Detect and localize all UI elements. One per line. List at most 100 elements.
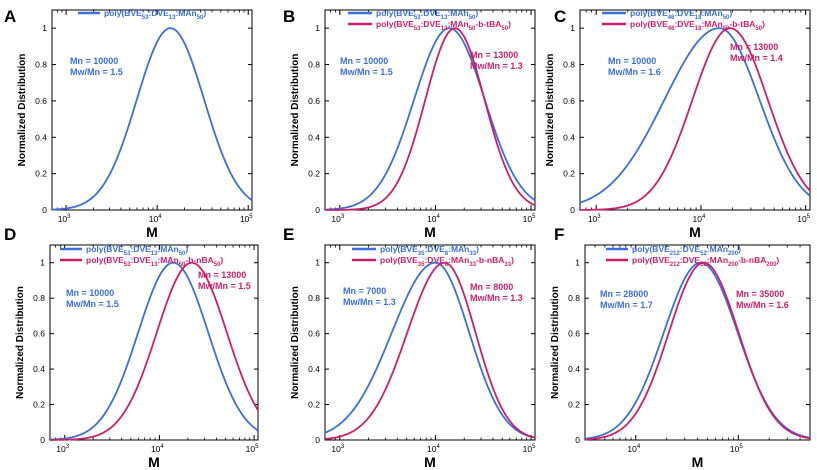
chart-panel-c: C 0 0.2 0.4 0.6 0.8 1 103 104 105 M Normalized Dist… [545,7,811,240]
mn-annotation: Mn = 8000 [470,282,513,292]
series-line-block [50,261,259,441]
y-tick-label: 0.4 [563,132,575,142]
y-tick-label: 0 [570,205,575,215]
dispersity-annotation: Mw/Mn = 1.5 [70,67,123,77]
mn-annotation: Mn = 13000 [730,42,778,52]
x-axis-label: M [148,454,160,470]
y-tick-label: 0.8 [33,293,45,303]
mn-annotation: Mn = 35000 [736,289,784,299]
y-axis-label: Normalized Distribution [17,54,28,167]
x-axis-label: M [689,224,701,240]
legend-entry: poly(BVE46:DVE18:MAn50) [630,8,732,21]
plot-frame [324,9,536,211]
y-axis-label: Normalized Distribution [290,54,301,167]
dispersity-annotation: Mw/Mn = 1.7 [600,300,653,310]
y-tick-label: 0.4 [308,132,320,142]
dispersity-annotation: Mw/Mn = 1.4 [730,53,783,63]
panel-letter: C [554,7,566,26]
y-tick-label: 0 [575,435,580,445]
y-tick-label: 0.2 [33,400,45,410]
series-line-block [584,261,811,441]
y-axis-label: Normalized Distribution [545,54,556,167]
y-tick-label: 0.2 [35,169,47,179]
y-tick-label: 0.2 [308,400,320,410]
y-tick-label: 0 [42,205,47,215]
plot-frame [579,9,811,211]
mn-annotation: Mn = 28000 [600,289,648,299]
x-tick-label: 104 [151,444,164,454]
y-tick-label: 1 [315,258,320,268]
y-tick-label: 0.4 [308,364,320,374]
mn-annotation: Mn = 13000 [198,270,246,280]
y-tick-label: 0.4 [33,364,45,374]
x-tick-label: 105 [797,214,810,224]
panel-letter: A [4,7,16,26]
y-tick-label: 0.8 [308,60,320,70]
y-tick-label: 0.6 [35,96,47,106]
x-tick-label: 104 [427,444,440,454]
y-tick-label: 1 [575,258,580,268]
x-axis-label: M [692,454,704,470]
chart-panel-a: A 0 0.2 0.4 0.6 0.8 1 103 104 105 M Normalized Dist… [4,7,253,240]
y-tick-label: 0.8 [563,60,575,70]
series-line-base [51,27,253,211]
x-tick-label: 103 [58,214,71,224]
panel-letter: D [4,225,16,244]
y-tick-label: 0.2 [568,400,580,410]
plot-frame [49,244,259,441]
x-axis-label: M [424,454,436,470]
x-axis-label: M [424,224,436,240]
x-tick-label: 104 [627,444,640,454]
mn-annotation: Mn = 10000 [70,56,118,66]
x-tick-label: 105 [246,444,259,454]
legend-entry: poly(BVE53:DVE13:MAn50-b-tBA50) [376,19,511,32]
y-tick-label: 1 [570,23,575,33]
chart-panel-e: E 0 0.2 0.4 0.6 0.8 1 103 104 105 M Normalized Dist… [283,225,536,470]
y-tick-label: 0 [40,435,45,445]
y-tick-label: 0 [315,205,320,215]
panel-letter: E [283,225,294,244]
panel-letter: F [554,225,564,244]
series-line-base [324,261,536,439]
legend-entry: poly(BVE35:DVE8:MAn33) [380,244,479,257]
y-tick-label: 0.8 [35,60,47,70]
y-axis-label: Normalized Distribution [290,286,301,399]
legend-entry: poly(BVE53:DVE13:MAn50-b-nBA50) [86,255,223,268]
chart-panel-f: F 0 0.2 0.4 0.6 0.8 1 104 105 M Normalized Distrib… [550,225,811,470]
x-tick-label: 105 [730,444,743,454]
dispersity-annotation: Mw/Mn = 1.5 [198,281,251,291]
y-tick-label: 0.6 [563,96,575,106]
y-tick-label: 0.6 [308,96,320,106]
series-line-block [580,27,811,211]
legend-entry: poly(BVE212:DVE52:MAn200-b-nBA200) [632,255,779,268]
y-tick-label: 0.2 [563,169,575,179]
y-tick-label: 0.8 [308,293,320,303]
legend-entry: poly(BVE212:DVE52:MAn200) [632,244,741,257]
x-tick-label: 105 [523,444,536,454]
mn-annotation: Mn = 10000 [66,288,114,298]
y-tick-label: 0.6 [568,329,580,339]
dispersity-annotation: Mw/Mn = 1.3 [470,61,523,71]
mn-annotation: Mn = 7000 [343,286,386,296]
x-tick-label: 104 [693,214,706,224]
y-tick-label: 1 [42,23,47,33]
plot-frame [51,9,253,211]
mn-annotation: Mn = 13000 [470,50,518,60]
y-tick-label: 1 [40,258,45,268]
series-line-block [324,261,536,440]
legend-entry: poly(BVE46:DVE18:MAn50-b-tBA50) [630,19,765,32]
dispersity-annotation: Mw/Mn = 1.3 [343,297,396,307]
dispersity-annotation: Mw/Mn = 1.6 [608,67,661,77]
chart-panel-b: B 0 0.2 0.4 0.6 0.8 1 103 104 105 M Normalized Dist… [283,7,536,240]
x-tick-label: 103 [56,444,69,454]
chart-panel-d: D 0 0.2 0.4 0.6 0.8 1 103 104 105 M Normalized Dist… [4,225,259,470]
x-tick-label: 104 [149,214,162,224]
x-tick-label: 103 [331,444,344,454]
y-tick-label: 0.6 [308,329,320,339]
y-axis-label: Normalized Distribution [15,286,26,399]
x-tick-label: 105 [240,214,253,224]
legend-entry: poly(BVE35:DVE8:MAn33-b-nBA33) [380,255,514,268]
mn-annotation: Mn = 10000 [608,56,656,66]
x-tick-label: 103 [588,214,601,224]
